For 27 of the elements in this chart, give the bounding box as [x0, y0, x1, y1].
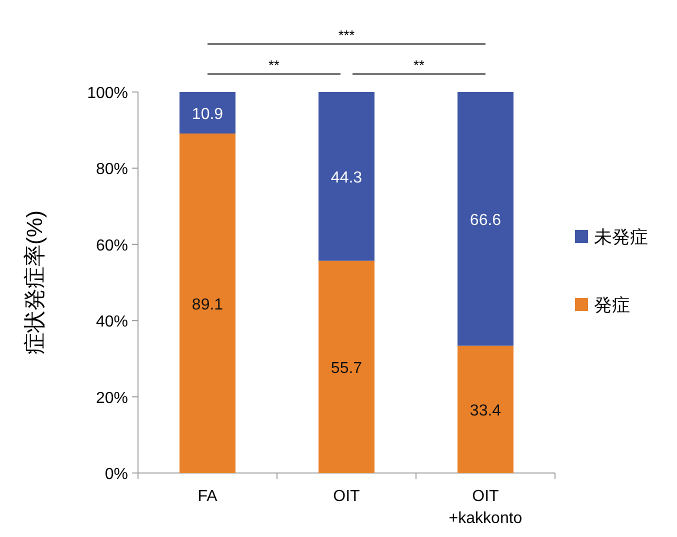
y-tick-label: 60%: [96, 237, 128, 254]
x-tick-label: FA: [198, 488, 218, 505]
bar: [180, 134, 236, 473]
text: **: [414, 57, 425, 73]
data-label: 33.4: [470, 402, 502, 420]
x-tick-label: OIT +kakkonto: [448, 488, 522, 527]
y-tick-label: 40%: [96, 314, 128, 331]
x-tick-label: OIT: [333, 488, 360, 505]
legend-label: 発症: [594, 295, 630, 315]
bar: [318, 260, 374, 473]
y-axis-title: 症状発症率(%): [22, 210, 47, 355]
bar: [180, 92, 236, 134]
y-tick-label: 0%: [104, 466, 128, 483]
data-label: 10.9: [192, 106, 224, 123]
text: **: [268, 57, 280, 73]
y-tick-label: 100%: [87, 85, 128, 102]
y-tick-label: 80%: [96, 161, 128, 178]
data-label: 66.6: [470, 212, 502, 229]
bar: [458, 346, 514, 473]
y-tick-label: 20%: [96, 390, 128, 407]
data-label: 89.1: [192, 296, 224, 314]
bar: [458, 92, 514, 346]
data-label: 44.3: [330, 169, 362, 186]
legend-label: 未発症: [594, 227, 648, 247]
text: ***: [338, 27, 356, 43]
data-label: 55.7: [330, 360, 362, 377]
bar: [318, 92, 374, 261]
